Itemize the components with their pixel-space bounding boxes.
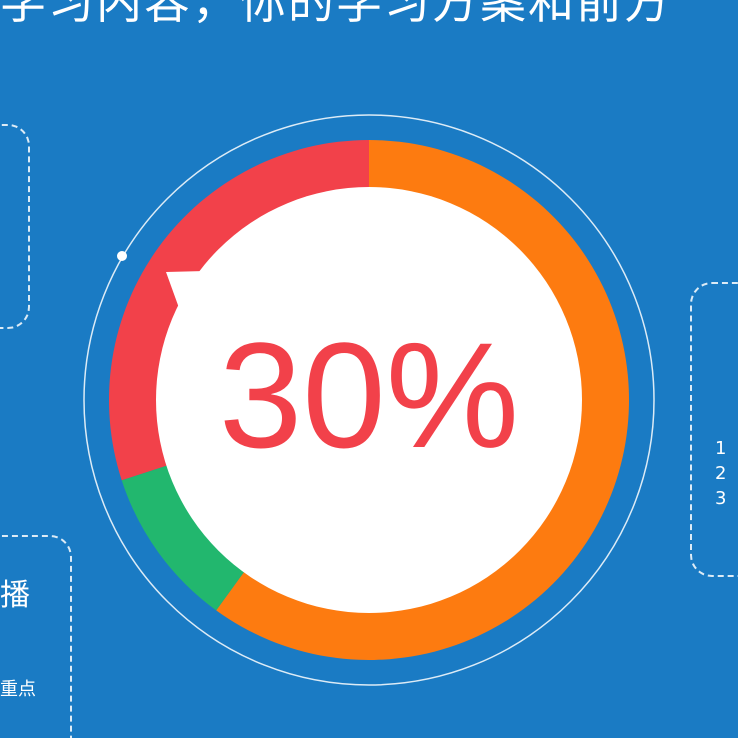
card-list-item: 2 — [715, 463, 727, 484]
card-list-item: 3 — [715, 488, 727, 509]
percentage-label: 30% — [218, 311, 520, 479]
page-title: 学习内容，你的学习方案和前方 — [0, 0, 672, 29]
donut-slice-2 — [121, 461, 252, 611]
info-card-left-bottom — [0, 535, 72, 738]
card-list-item: 1 — [715, 438, 727, 459]
center-disc — [156, 187, 582, 613]
center-pointer — [166, 271, 205, 319]
info-card-right — [690, 282, 738, 577]
card-heading: 播 — [0, 578, 30, 613]
card-list: 1 2 3 — [715, 436, 726, 511]
card-text-line: 重点 — [0, 679, 36, 700]
donut-slice-0 — [108, 140, 369, 481]
ring-marker-dot — [117, 251, 127, 261]
outer-ring-outline — [83, 114, 655, 686]
